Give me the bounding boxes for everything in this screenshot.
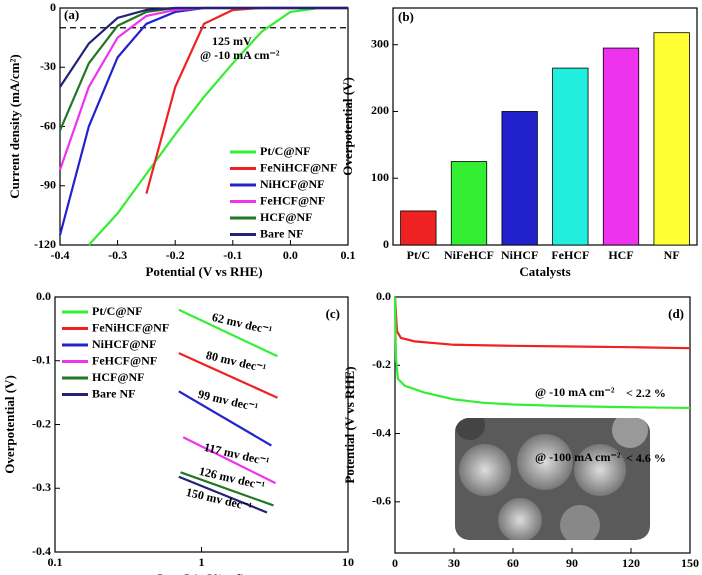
- panel-label: (a): [64, 7, 79, 22]
- bar: [653, 32, 690, 246]
- y-tick-label: 0.0: [36, 289, 51, 303]
- bar: [400, 210, 437, 246]
- annotation: 80 mv dec⁻¹: [205, 348, 268, 376]
- x-tick-label: Pt/C: [407, 248, 430, 262]
- data-line: [178, 475, 268, 514]
- y-tick-label: -30: [40, 59, 56, 73]
- data-line: [178, 308, 278, 358]
- y-axis-label: Potential (V vs RHE): [342, 366, 357, 483]
- annotation: 150 mv dec⁻¹: [185, 485, 254, 514]
- x-tick-label: 30: [448, 556, 460, 570]
- x-tick-label: -0.4: [51, 248, 70, 262]
- annotation: < 4.6 %: [626, 451, 666, 465]
- x-tick-label: 60: [507, 556, 519, 570]
- x-tick-label: 0: [392, 556, 398, 570]
- data-line: [178, 352, 278, 399]
- panel-label: (d): [668, 306, 684, 321]
- x-tick-label: NiHCF: [501, 248, 538, 262]
- x-tick-label: NF: [664, 248, 680, 262]
- y-tick-label: -0.1: [32, 353, 51, 367]
- y-tick-label: -0.2: [372, 357, 391, 371]
- data-line: [393, 296, 691, 410]
- y-tick-label: 100: [371, 170, 389, 184]
- legend-label: FeHCF@NF: [92, 353, 157, 367]
- y-axis-label: Overpotential (V): [2, 375, 17, 474]
- annotation: 99 mv dec⁻¹: [197, 387, 260, 415]
- panel-label: (b): [398, 9, 414, 24]
- plot-frame: [394, 296, 691, 554]
- legend-label: FeNiHCF@NF: [92, 320, 169, 334]
- data-line: [87, 6, 348, 246]
- y-tick-label: 200: [371, 103, 389, 117]
- data-line: [393, 296, 691, 350]
- x-tick-label: 1: [199, 555, 205, 569]
- x-tick-label: 0.1: [341, 248, 356, 262]
- x-tick-label: 10: [342, 555, 354, 569]
- y-tick-label: 0.0: [376, 289, 391, 303]
- x-tick-label: 0.1: [48, 555, 63, 569]
- data-line: [182, 436, 276, 485]
- plot-frame: [54, 296, 349, 553]
- x-axis-label: Potential (V vs RHE): [145, 264, 262, 279]
- annotation: @ -100 mA cm⁻²: [535, 450, 621, 464]
- x-tick-label: 90: [566, 556, 578, 570]
- y-tick-label: -120: [34, 237, 56, 251]
- annotation: @ -10 mA cm⁻²: [535, 385, 615, 399]
- y-tick-label: -0.4: [32, 544, 51, 558]
- y-axis-label: Current density (mA/cm²): [7, 54, 22, 198]
- plot-frame: [392, 7, 698, 246]
- legend-label: Pt/C@NF: [260, 144, 310, 158]
- x-tick-label: 150: [681, 556, 699, 570]
- legend-label: NiHCF@NF: [260, 177, 325, 191]
- bar: [602, 47, 640, 246]
- y-tick-label: 0: [383, 237, 389, 251]
- y-tick-label: 0: [50, 0, 56, 14]
- annotation: < 2.2 %: [626, 386, 666, 400]
- inset-image: [455, 418, 650, 540]
- x-tick-label: 120: [622, 556, 640, 570]
- y-tick-label: -0.4: [372, 425, 391, 439]
- legend-label: FeHCF@NF: [260, 193, 325, 207]
- legend-label: Pt/C@NF: [92, 304, 142, 318]
- data-line: [180, 471, 274, 507]
- data-line: [178, 390, 272, 447]
- annotation: @ -10 mA cm⁻²: [200, 48, 280, 62]
- y-tick-label: -90: [40, 178, 56, 192]
- legend-label: HCF@NF: [92, 370, 145, 384]
- panel-label: (c): [326, 306, 340, 321]
- annotation: 62 mv dec⁻¹: [211, 310, 274, 338]
- y-tick-label: -0.3: [32, 480, 51, 494]
- bar: [501, 111, 538, 246]
- data-line: [59, 6, 348, 88]
- legend-label: NiHCF@NF: [92, 337, 157, 351]
- bar: [450, 161, 488, 246]
- x-tick-label: -0.3: [108, 248, 127, 262]
- y-tick-label: 300: [371, 36, 389, 50]
- x-axis-label: Log J (mV/cm²): [158, 571, 246, 575]
- legend-label: HCF@NF: [260, 210, 313, 224]
- x-tick-label: -0.2: [166, 248, 185, 262]
- x-tick-label: NiFeHCF: [444, 248, 494, 262]
- x-tick-label: 0.0: [283, 248, 298, 262]
- x-tick-label: -0.1: [223, 248, 242, 262]
- x-tick-label: HCF: [608, 248, 633, 262]
- y-axis-label: Overpotential (V): [340, 77, 355, 176]
- y-tick-label: -0.2: [32, 416, 51, 430]
- legend-label: Bare NF: [260, 226, 303, 240]
- legend-label: Bare NF: [92, 386, 135, 400]
- bar: [552, 67, 589, 246]
- x-tick-label: FeHCF: [551, 248, 589, 262]
- x-axis-label: Catalysts: [519, 264, 570, 279]
- annotation: 125 mV: [212, 34, 252, 48]
- y-tick-label: -60: [40, 118, 56, 132]
- legend-label: FeNiHCF@NF: [260, 160, 337, 174]
- x-axis-label: Time (h): [519, 572, 567, 575]
- y-tick-label: -0.6: [372, 494, 391, 508]
